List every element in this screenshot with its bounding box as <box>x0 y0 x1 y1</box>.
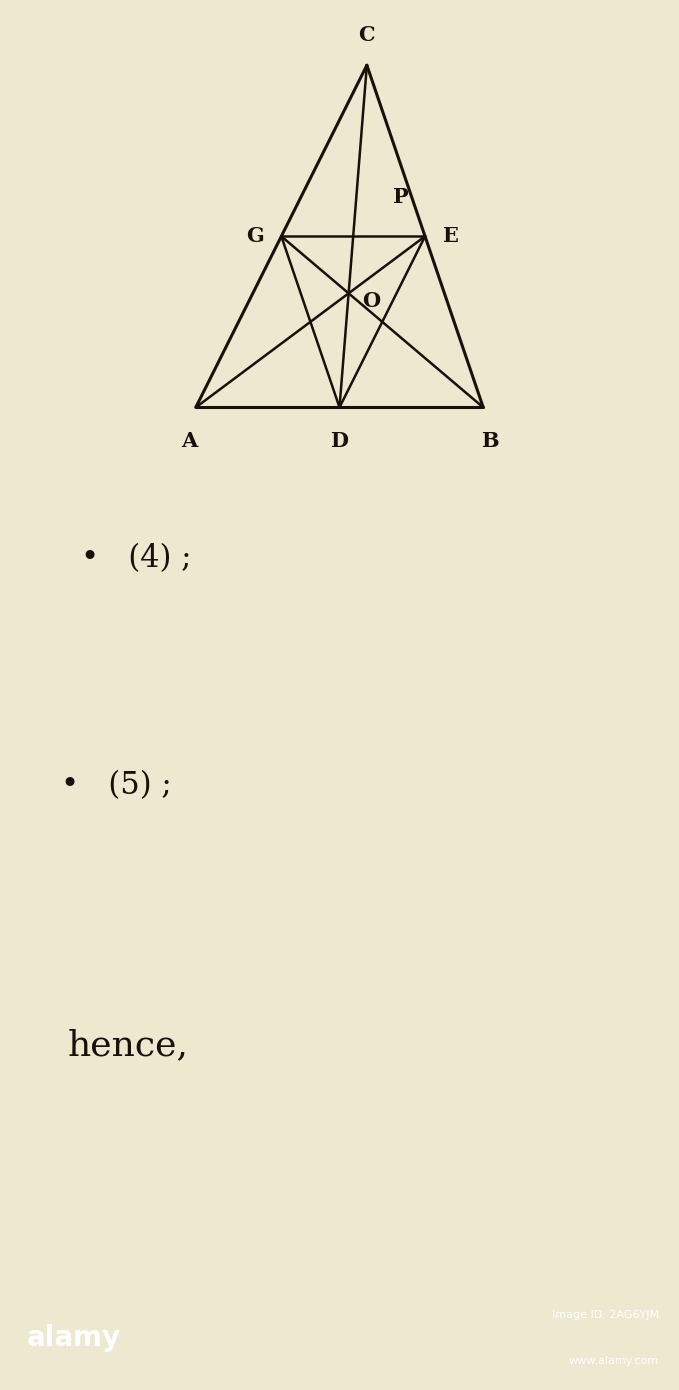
Text: B: B <box>481 431 499 452</box>
Text: Image ID: 2AG6YJM: Image ID: 2AG6YJM <box>551 1309 659 1320</box>
Text: •   (5) ;: • (5) ; <box>61 770 172 801</box>
Text: O: O <box>362 292 380 311</box>
Text: E: E <box>442 227 458 246</box>
Text: www.alamy.com: www.alamy.com <box>568 1355 659 1366</box>
Text: A: A <box>181 431 197 452</box>
Text: P: P <box>392 186 408 207</box>
Text: D: D <box>331 431 348 452</box>
Text: •   (4) ;: • (4) ; <box>81 543 192 574</box>
Text: hence,: hence, <box>68 1029 189 1062</box>
Text: alamy: alamy <box>27 1323 122 1352</box>
Text: C: C <box>359 25 375 44</box>
Text: G: G <box>246 227 264 246</box>
